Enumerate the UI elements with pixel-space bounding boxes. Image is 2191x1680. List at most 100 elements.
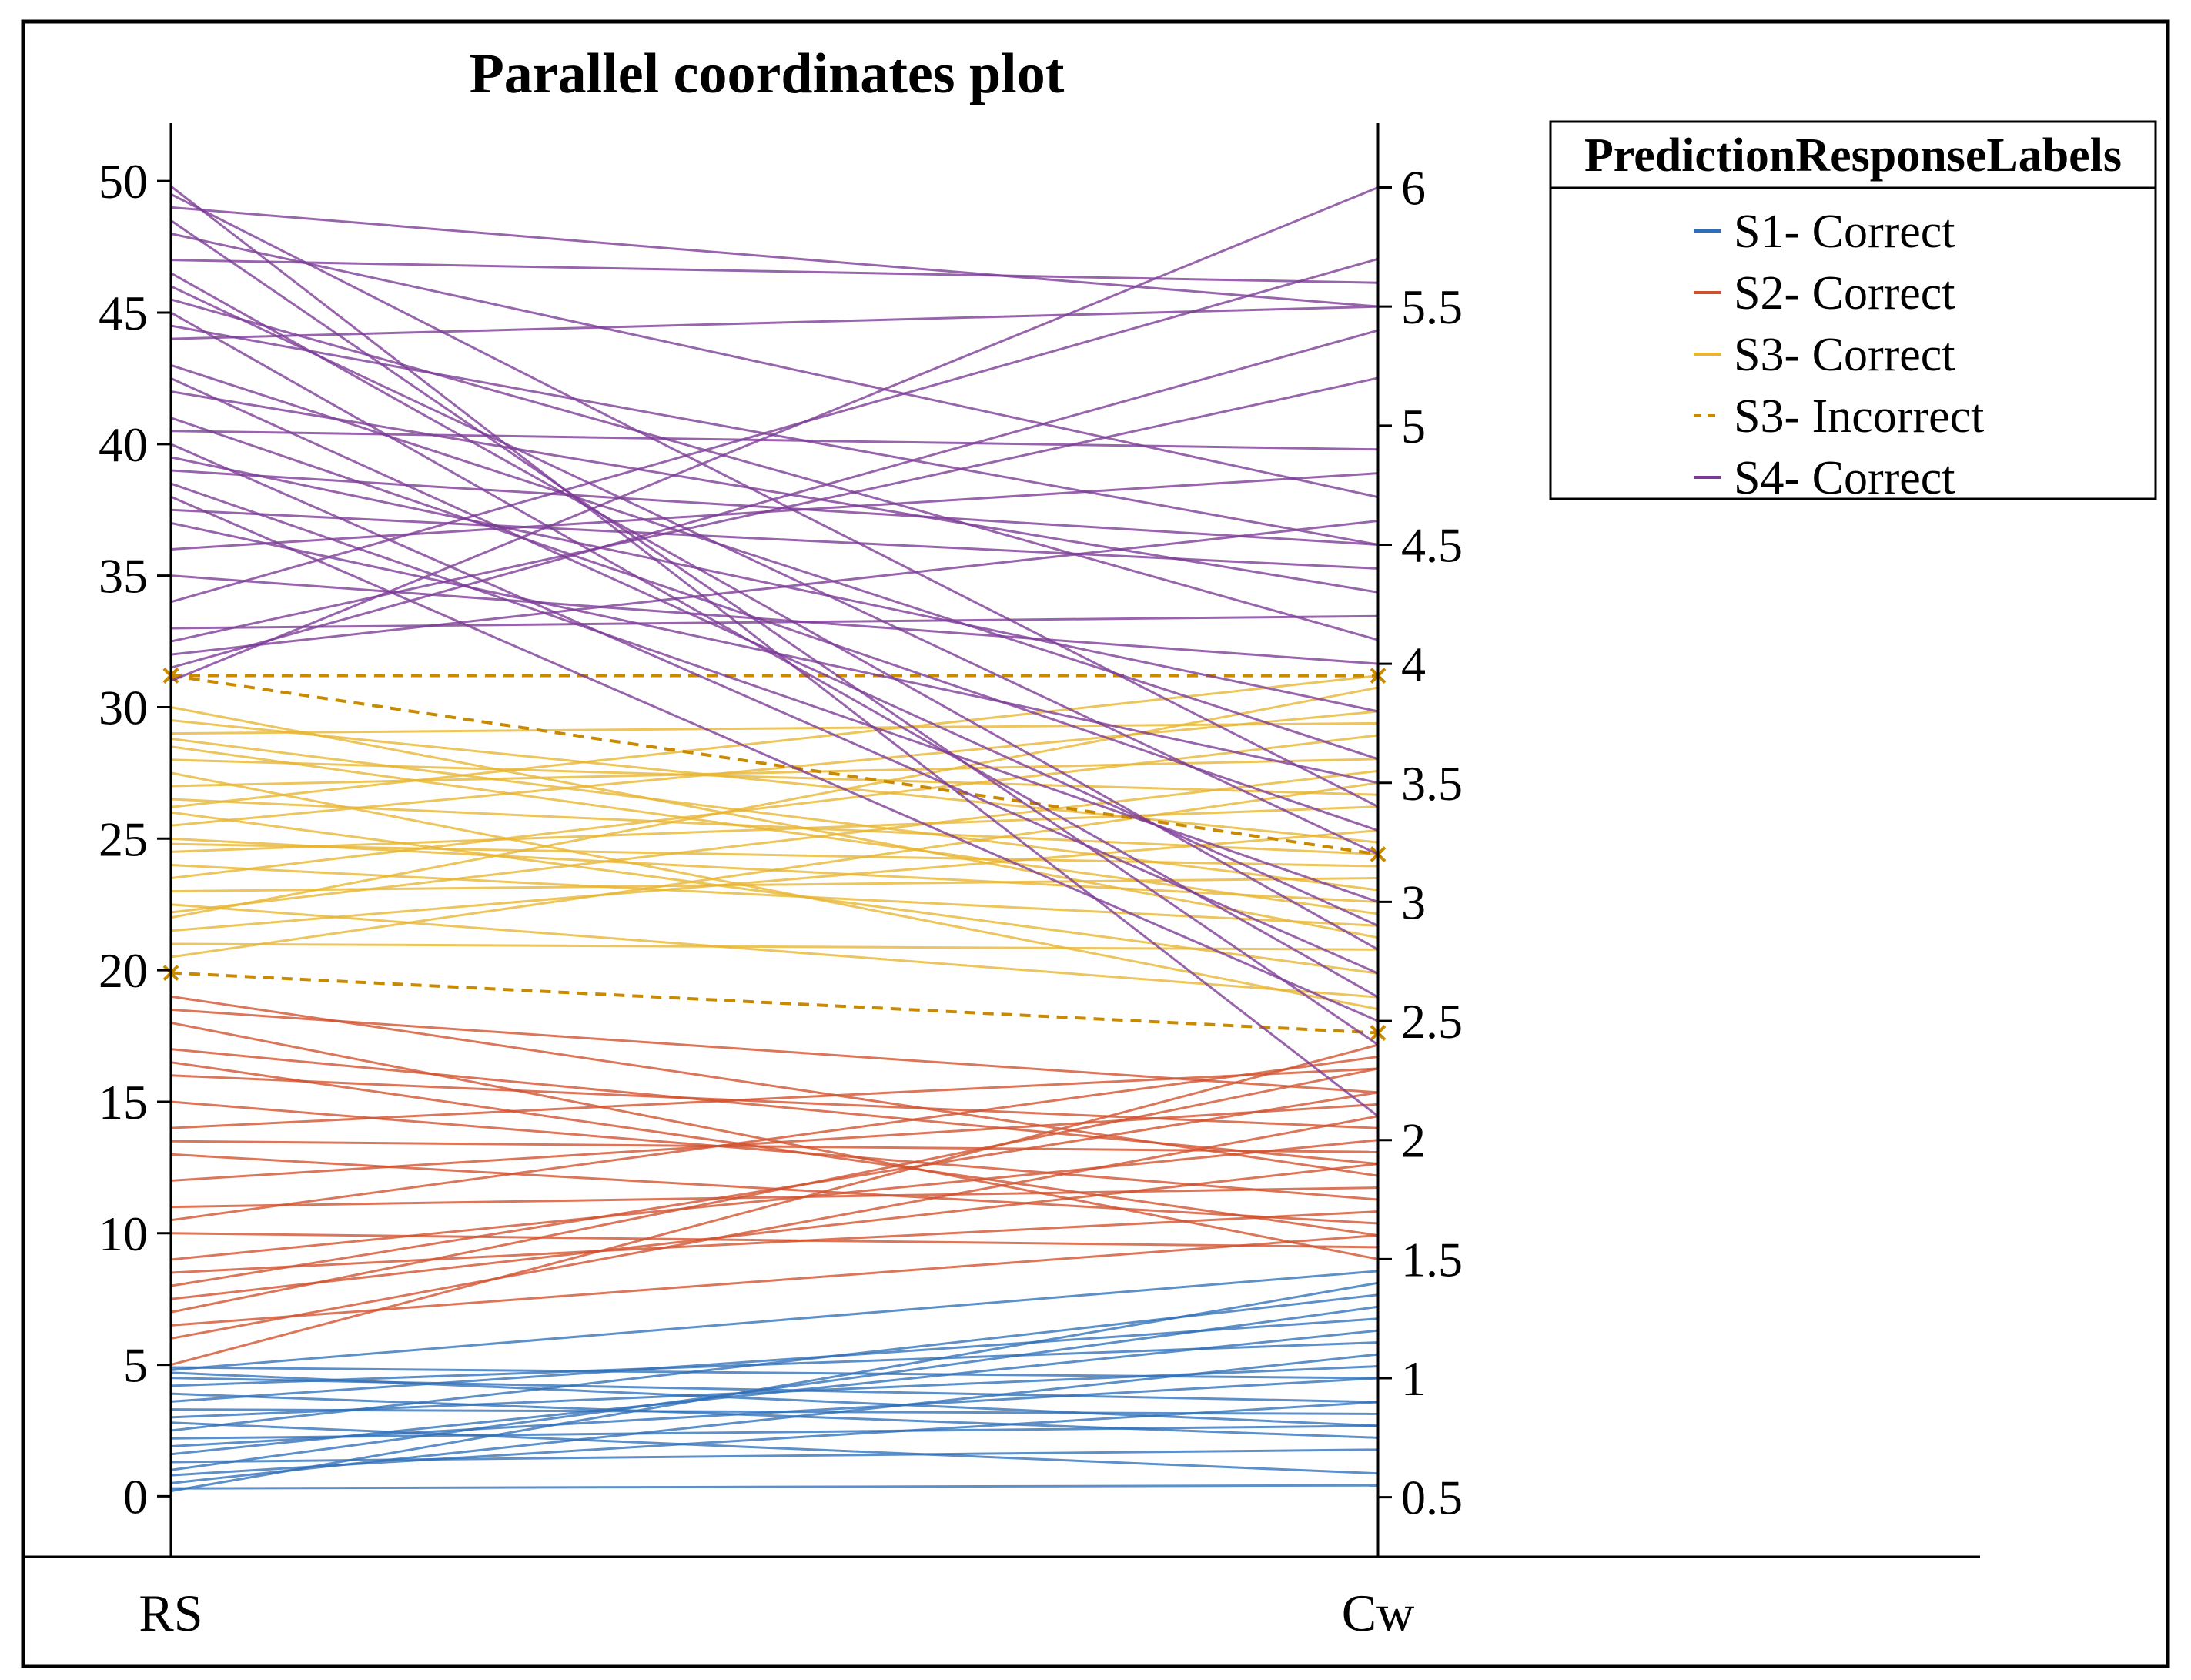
data-line [170, 469, 1379, 546]
cw-tick-label: 3.5 [1401, 756, 1463, 811]
data-line [170, 1484, 1379, 1490]
data-line [170, 1424, 1379, 1440]
data-line [170, 329, 1379, 669]
data-line [170, 443, 1379, 975]
data-line [170, 472, 1379, 551]
data-line [170, 257, 1379, 604]
data-line [170, 1021, 1379, 1260]
cw-tick-label: 1 [1401, 1351, 1426, 1406]
data-line [170, 259, 1379, 284]
data-line [170, 185, 1379, 1117]
data-line [170, 1448, 1379, 1464]
data-line [170, 324, 1379, 546]
data-line [170, 495, 1379, 1022]
data-line [170, 705, 1379, 939]
data-line [170, 298, 1379, 641]
data-line [170, 674, 1379, 808]
rs-tick-label: 0 [123, 1469, 148, 1524]
data-line [170, 1210, 1379, 1274]
cw-tick-label: 5.5 [1401, 279, 1463, 334]
data-line [170, 305, 1379, 340]
legend-label: S3- Correct [1734, 329, 1955, 381]
legend-title: PredictionResponseLabels [1584, 129, 2122, 182]
data-line [170, 758, 1379, 788]
data-line [170, 376, 1379, 643]
data-line [170, 842, 1379, 868]
data-line [170, 1270, 1379, 1371]
cw-tick-label: 5 [1401, 399, 1426, 453]
data-line [170, 233, 1379, 499]
data-line [170, 1140, 1379, 1153]
chart-title: Parallel coordinates plot [470, 42, 1065, 105]
data-line [170, 1103, 1379, 1182]
data-line [170, 737, 1379, 892]
rs-tick-label: 25 [99, 812, 148, 866]
data-line [170, 1163, 1379, 1300]
data-line [170, 811, 1379, 975]
data-line [170, 1055, 1379, 1222]
data-line [170, 903, 1379, 999]
cw-tick-label: 6 [1401, 161, 1426, 216]
data-line [170, 995, 1379, 1177]
data-line [170, 1153, 1379, 1225]
polylines-layer [162, 185, 1387, 1493]
data-line [170, 1100, 1379, 1201]
cw-tick-label: 2 [1401, 1113, 1426, 1168]
data-line [170, 1061, 1379, 1237]
data-line [170, 1139, 1379, 1261]
legend-label: S3- Incorrect [1734, 390, 1984, 443]
data-line [170, 1305, 1379, 1471]
data-line [170, 1371, 1379, 1427]
rs-tick-label: 50 [99, 154, 148, 209]
data-line [170, 1186, 1379, 1209]
cw-tick-label: 2.5 [1401, 994, 1463, 1049]
data-line [170, 829, 1379, 932]
data-line [170, 769, 1379, 914]
legend-label: S1- Correct [1734, 206, 1955, 258]
rs-axis-name: RS [139, 1584, 202, 1642]
data-line [170, 837, 1379, 903]
data-line [170, 219, 1379, 1046]
rs-tick-label: 20 [99, 943, 148, 998]
data-line [170, 1074, 1379, 1129]
axes-layer: 0 5 10 15 20 25 30 35 40 45 50 0.5 1 1.5 2 2.5 3 3.5 4 4.5 5… [23, 123, 1980, 1642]
rs-tick-label: 30 [99, 680, 148, 735]
data-line [170, 1392, 1379, 1439]
data-line [170, 1317, 1379, 1403]
data-line [170, 1365, 1379, 1419]
incorrect-line [170, 674, 1379, 856]
data-line [170, 1421, 1379, 1475]
legend-label: S4- Correct [1734, 452, 1955, 504]
cw-tick-label: 4.5 [1401, 517, 1463, 572]
data-line [170, 1233, 1379, 1327]
data-line [170, 942, 1379, 951]
data-line [170, 272, 1379, 951]
cw-tick-label: 1.5 [1401, 1232, 1463, 1287]
series-s1-correct [170, 1270, 1379, 1493]
data-line [170, 574, 1379, 665]
data-line [170, 1232, 1379, 1249]
series-s2-correct [170, 995, 1379, 1367]
data-line [170, 758, 1379, 796]
data-line [170, 482, 1379, 903]
series-s3-correct [170, 674, 1379, 1011]
data-line [170, 417, 1379, 832]
data-line [170, 390, 1379, 594]
rs-tick-label: 10 [99, 1206, 148, 1261]
data-line [170, 1341, 1379, 1387]
data-line [170, 1408, 1379, 1415]
cw-tick-label: 0.5 [1401, 1471, 1463, 1525]
data-line [170, 710, 1379, 827]
cw-tick-label: 4 [1401, 637, 1426, 691]
data-line [170, 1366, 1379, 1380]
rs-tick-label: 35 [99, 549, 148, 604]
data-line [170, 311, 1379, 999]
data-line [170, 430, 1379, 451]
data-line [170, 721, 1379, 735]
incorrect-line [170, 971, 1379, 1035]
cw-axis-name: Cw [1342, 1584, 1414, 1642]
data-line [170, 863, 1379, 927]
data-line [170, 363, 1379, 761]
data-line [170, 520, 1379, 656]
cw-tick-label: 3 [1401, 875, 1426, 929]
